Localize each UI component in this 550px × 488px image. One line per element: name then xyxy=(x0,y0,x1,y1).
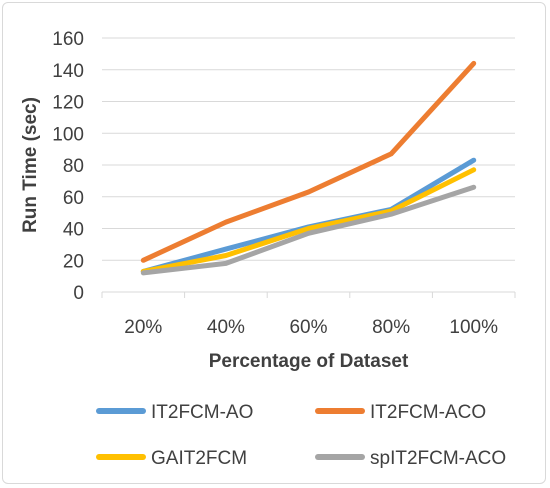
y-tick-label: 60 xyxy=(63,188,84,209)
legend-label: IT2FCM-AO xyxy=(151,402,253,423)
y-tick-label: 100 xyxy=(52,124,84,145)
y-tick-label: 160 xyxy=(52,29,84,50)
y-tick-label: 120 xyxy=(52,93,84,114)
x-tick-label: 40% xyxy=(207,317,245,338)
y-tick-label: 140 xyxy=(52,61,84,82)
y-axis-title: Run Time (sec) xyxy=(20,97,41,233)
line-chart: 0 20 40 60 80 100 120 140 160 20% 40% 60% 80% 100% Per… xyxy=(20,29,516,469)
y-tick-label: 20 xyxy=(63,251,84,272)
y-tick-label: 80 xyxy=(63,156,84,177)
x-axis-title: Percentage of Dataset xyxy=(209,351,409,372)
series-line xyxy=(140,167,477,274)
legend-label: GAIT2FCM xyxy=(151,448,247,469)
y-tick-label: 40 xyxy=(63,220,84,241)
series-line xyxy=(140,184,477,276)
series-line xyxy=(140,60,477,263)
x-tick-label: 20% xyxy=(124,317,162,338)
legend-label: IT2FCM-ACO xyxy=(370,402,486,423)
x-tick-label: 100% xyxy=(449,317,498,338)
x-tick-label: 60% xyxy=(289,317,327,338)
series-line xyxy=(140,157,477,274)
x-tick-label: 80% xyxy=(372,317,410,338)
legend-label: spIT2FCM-ACO xyxy=(370,448,506,469)
chart-container: 0 20 40 60 80 100 120 140 160 20% 40% 60% 80% 100% Per… xyxy=(2,2,546,484)
y-tick-label: 0 xyxy=(73,283,84,304)
